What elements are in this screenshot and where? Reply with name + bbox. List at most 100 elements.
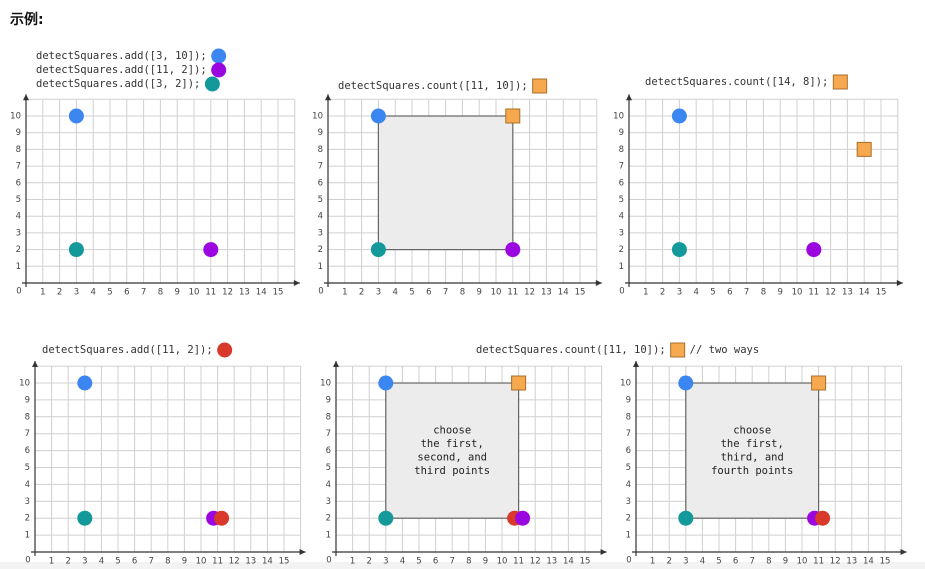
x-tick-label: 3 [383, 557, 388, 567]
y-tick-label: 5 [318, 195, 323, 205]
x-tick-label: 4 [99, 557, 104, 567]
caption-note: // two ways [690, 344, 760, 356]
y-tick-label: 3 [619, 228, 624, 238]
y-tick-label: 7 [626, 429, 631, 439]
y-arrow [325, 94, 331, 101]
y-tick-label: 3 [326, 497, 331, 507]
y-arrow [333, 361, 339, 368]
x-tick-label: 11 [813, 557, 824, 567]
y-tick-label: 10 [10, 112, 21, 122]
x-tick-label: 3 [677, 288, 682, 298]
y-tick-label: 8 [626, 412, 631, 422]
point [68, 108, 84, 124]
y-tick-label: 9 [16, 128, 21, 138]
x-tick-label: 7 [744, 288, 749, 298]
x-arrow [595, 280, 602, 286]
square-region [685, 382, 820, 519]
x-tick-label: 6 [733, 557, 738, 567]
caption-marker [204, 76, 220, 92]
caption-marker [532, 78, 548, 94]
x-tick-label: 3 [82, 557, 87, 567]
x-tick-label: 6 [727, 288, 732, 298]
x-tick-label: 12 [530, 557, 541, 567]
square-region [385, 382, 520, 519]
code-caption: detectSquares.count([11, 10]); [338, 80, 528, 92]
x-tick-label: 10 [189, 288, 200, 298]
point [671, 242, 687, 258]
y-tick-label: 1 [626, 531, 631, 541]
x-tick-label: 11 [808, 288, 819, 298]
y-tick-label: 10 [620, 379, 631, 389]
x-tick-label: 14 [563, 557, 574, 567]
caption-marker [217, 342, 233, 358]
x-tick-label: 1 [342, 288, 347, 298]
code-caption: detectSquares.add([11, 2]); [36, 64, 207, 76]
x-tick-label: 9 [182, 557, 187, 567]
x-tick-label: 7 [749, 557, 754, 567]
x-tick-label: 2 [57, 288, 62, 298]
x-tick-label: 5 [107, 288, 112, 298]
y-tick-label: 1 [25, 531, 30, 541]
x-tick-label: 13 [239, 288, 250, 298]
y-tick-label: 9 [619, 128, 624, 138]
x-tick-label: 15 [575, 288, 586, 298]
x-tick-label: 6 [124, 288, 129, 298]
code-caption: detectSquares.count([14, 8]); [645, 76, 828, 88]
y-tick-label: 9 [318, 128, 323, 138]
y-tick-label: 6 [25, 446, 30, 456]
x-tick-label: 15 [880, 557, 891, 567]
y-tick-label: 10 [312, 112, 323, 122]
x-tick-label: 7 [148, 557, 153, 567]
y-tick-label: 1 [326, 531, 331, 541]
x-tick-label: 10 [491, 288, 502, 298]
x-tick-label: 9 [476, 288, 481, 298]
y-tick-label: 7 [326, 429, 331, 439]
y-tick-label: 8 [326, 412, 331, 422]
y-tick-label: 2 [326, 514, 331, 524]
origin-label: 0 [619, 287, 624, 297]
code-caption: detectSquares.count([11, 10]); [476, 344, 666, 356]
y-tick-label: 2 [16, 245, 21, 255]
x-tick-label: 14 [256, 288, 267, 298]
y-tick-label: 4 [326, 480, 331, 490]
square-label: choose [433, 424, 471, 436]
x-tick-label: 11 [205, 288, 216, 298]
y-tick-label: 1 [619, 262, 624, 272]
y-tick-label: 8 [619, 145, 624, 155]
y-tick-label: 7 [25, 429, 30, 439]
bottom-strip [0, 562, 925, 569]
y-arrow [633, 361, 639, 368]
x-tick-label: 12 [229, 557, 240, 567]
point [370, 108, 386, 124]
x-tick-label: 6 [426, 288, 431, 298]
x-tick-label: 15 [279, 557, 290, 567]
x-tick-label: 15 [273, 288, 284, 298]
x-tick-label: 2 [666, 557, 671, 567]
y-tick-label: 3 [318, 228, 323, 238]
x-tick-label: 2 [660, 288, 665, 298]
heading: 示例: [10, 11, 44, 28]
y-tick-label: 6 [619, 178, 624, 188]
y-tick-label: 2 [626, 514, 631, 524]
y-tick-label: 10 [613, 112, 624, 122]
x-tick-label: 13 [846, 557, 857, 567]
y-tick-label: 9 [25, 395, 30, 405]
code-caption: detectSquares.add([11, 2]); [42, 344, 213, 356]
x-tick-label: 14 [859, 288, 870, 298]
point [678, 510, 694, 526]
y-tick-label: 3 [626, 497, 631, 507]
x-tick-label: 3 [376, 288, 381, 298]
x-tick-label: 14 [863, 557, 874, 567]
y-tick-label: 2 [318, 245, 323, 255]
x-tick-label: 7 [141, 288, 146, 298]
y-tick-label: 5 [16, 195, 21, 205]
origin-label: 0 [326, 556, 331, 566]
x-tick-label: 10 [497, 557, 508, 567]
y-tick-label: 1 [16, 262, 21, 272]
y-tick-label: 3 [16, 228, 21, 238]
point [671, 108, 687, 124]
x-tick-label: 7 [443, 288, 448, 298]
